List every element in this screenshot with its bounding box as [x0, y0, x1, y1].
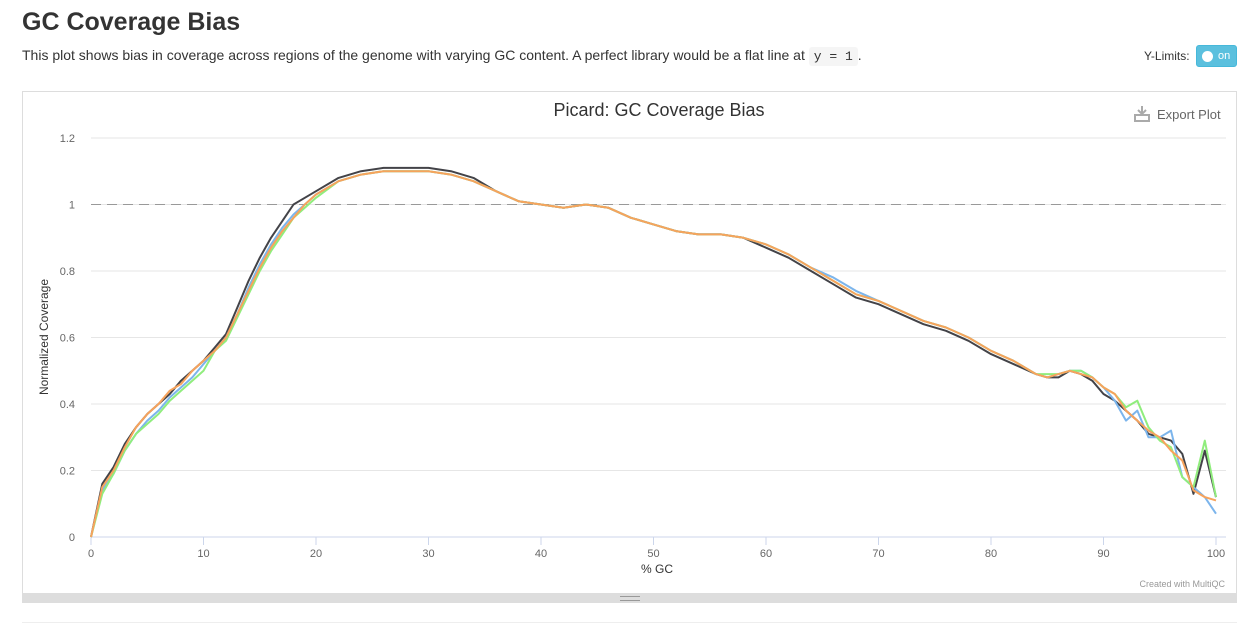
- ylimits-label: Y-Limits:: [1144, 49, 1190, 63]
- description: This plot shows bias in coverage across …: [22, 47, 862, 66]
- toggle-knob: [1202, 51, 1213, 62]
- x-tick-label: 70: [872, 548, 884, 560]
- export-icon: [1134, 106, 1150, 122]
- y-tick-label: 1: [69, 200, 75, 212]
- x-tick-label: 80: [985, 548, 997, 560]
- y-tick-label: 0: [69, 532, 75, 544]
- series-line: [90, 170, 1217, 538]
- series-line: [90, 170, 1217, 538]
- handle-grip: [620, 596, 640, 601]
- description-text: This plot shows bias in coverage across …: [22, 47, 805, 63]
- chart: Picard: GC Coverage Bias Export Plot Cre…: [37, 100, 1226, 589]
- x-tick-label: 30: [422, 548, 434, 560]
- x-tick-label: 10: [197, 548, 209, 560]
- x-tick-label: 40: [535, 548, 547, 560]
- y-tick-label: 1.2: [60, 133, 75, 145]
- x-tick-label: 90: [1097, 548, 1109, 560]
- y-tick-label: 0.4: [60, 399, 75, 411]
- x-axis-label: % GC: [641, 562, 673, 576]
- export-button[interactable]: Export Plot: [1134, 106, 1221, 122]
- y-axis-label: Normalized Coverage: [37, 279, 51, 395]
- code: y = 1: [808, 47, 858, 66]
- page-title: GC Coverage Bias: [22, 8, 241, 36]
- series-line: [90, 166, 1217, 538]
- x-tick-label: 50: [647, 548, 659, 560]
- x-tick-label: 60: [760, 548, 772, 560]
- resize-handle[interactable]: [22, 593, 1237, 603]
- toggle-text: on: [1218, 50, 1231, 62]
- y-tick-label: 0.6: [60, 333, 75, 345]
- export-label: Export Plot: [1157, 107, 1221, 122]
- ylimits-toggle[interactable]: on: [1196, 45, 1237, 67]
- chart-title: Picard: GC Coverage Bias: [553, 100, 764, 120]
- separator: [22, 622, 1237, 623]
- x-tick-label: 0: [88, 548, 94, 560]
- series-line: [90, 170, 1217, 538]
- x-tick-label: 100: [1207, 548, 1225, 560]
- y-tick-label: 0.2: [60, 466, 75, 478]
- y-tick-label: 0.8: [60, 266, 75, 278]
- x-tick-label: 20: [310, 548, 322, 560]
- description-end: .: [857, 47, 862, 63]
- credit: Created with MultiQC: [1139, 579, 1225, 589]
